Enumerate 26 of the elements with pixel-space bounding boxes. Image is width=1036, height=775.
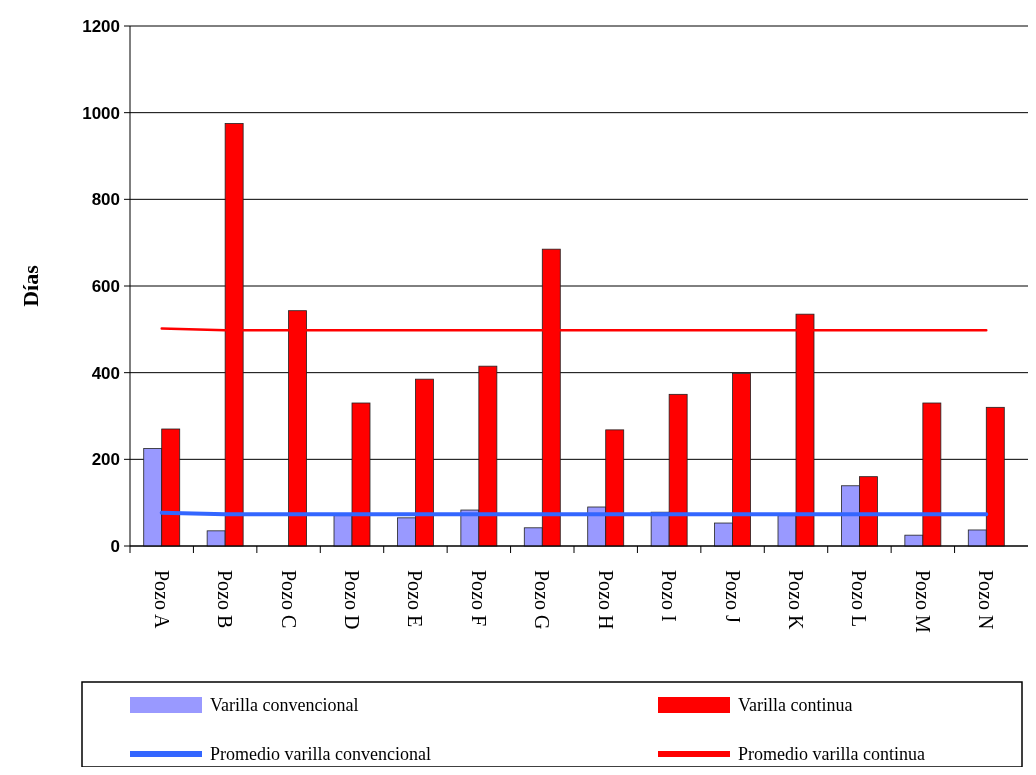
legend-label: Promedio varilla convencional — [210, 744, 431, 765]
x-tick-label: Pozo A — [150, 570, 173, 629]
legend-label: Varilla continua — [738, 695, 853, 716]
x-tick-label: Pozo J — [721, 570, 744, 623]
y-axis-title: Días — [18, 264, 43, 307]
x-tick-label: Pozo G — [531, 570, 554, 630]
x-tick-label: Pozo N — [975, 570, 998, 630]
x-tick-label: Pozo L — [848, 570, 871, 628]
x-tick-label: Pozo C — [277, 570, 300, 629]
x-tick-label: Pozo K — [785, 570, 807, 630]
y-tick-label: 200 — [91, 450, 120, 470]
y-tick-label: 1000 — [82, 103, 120, 123]
legend-label: Varilla convencional — [210, 695, 359, 716]
x-tick-label: Pozo I — [658, 570, 681, 622]
y-tick-label: 400 — [91, 363, 120, 383]
y-tick-label: 800 — [91, 190, 120, 210]
x-tick-label: Pozo F — [467, 570, 490, 627]
legend-label: Promedio varilla continua — [738, 744, 925, 765]
x-tick-label: Pozo B — [214, 570, 237, 629]
y-tick-label: 0 — [110, 536, 120, 556]
y-tick-label: 600 — [91, 276, 120, 296]
y-tick-label: 1200 — [82, 16, 120, 36]
x-tick-label: Pozo D — [341, 570, 363, 630]
x-tick-label: Pozo M — [911, 570, 934, 633]
x-tick-label: Pozo E — [404, 570, 427, 628]
x-tick-label: Pozo H — [594, 570, 617, 630]
